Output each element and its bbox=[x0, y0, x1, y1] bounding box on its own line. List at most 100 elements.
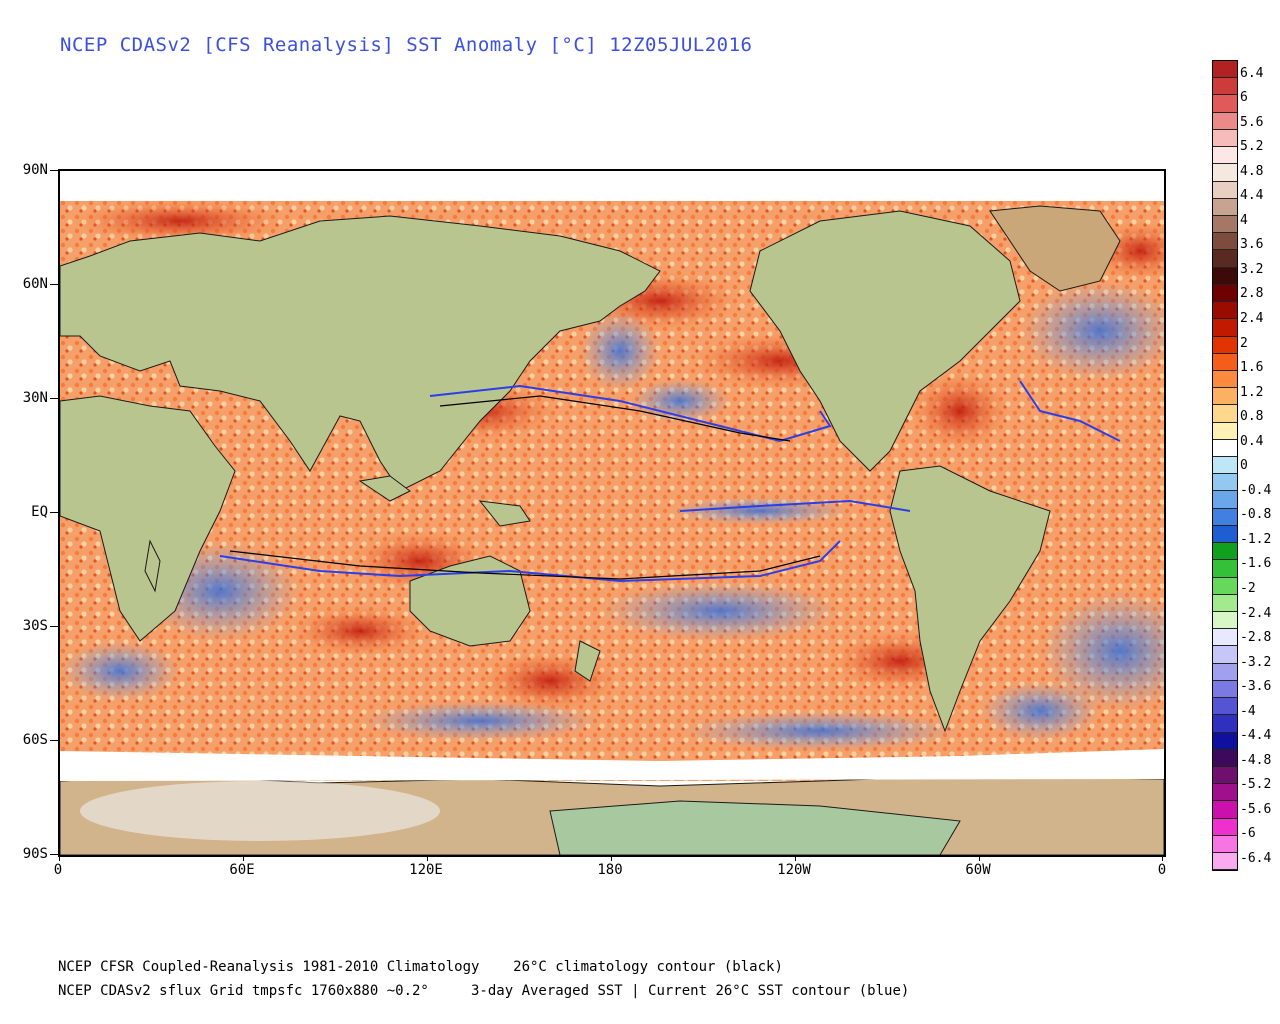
north-america-landmass bbox=[749, 210, 1021, 472]
colorbar-swatch bbox=[1213, 439, 1237, 458]
colorbar-label: 6 bbox=[1240, 90, 1248, 106]
south-america-landmass bbox=[889, 465, 1051, 733]
colorbar-label: 4 bbox=[1240, 212, 1248, 228]
colorbar-label: 4.8 bbox=[1240, 163, 1264, 179]
colorbar-swatch bbox=[1213, 284, 1237, 303]
y-tick bbox=[50, 740, 58, 741]
colorbar-swatch bbox=[1213, 164, 1237, 182]
colorbar-swatch bbox=[1213, 646, 1237, 664]
colorbar-label: -6 bbox=[1240, 826, 1256, 842]
colorbar-label: -3.2 bbox=[1240, 654, 1272, 670]
colorbar-swatch bbox=[1213, 474, 1237, 492]
colorbar-swatch bbox=[1213, 61, 1237, 79]
colorbar-swatch bbox=[1213, 319, 1237, 337]
madagascar-island bbox=[144, 539, 161, 593]
colorbar-swatch bbox=[1213, 680, 1237, 699]
colorbar-swatch bbox=[1213, 612, 1237, 630]
colorbar-label: 4.4 bbox=[1240, 188, 1264, 204]
colorbar-label: -4 bbox=[1240, 703, 1256, 719]
colorbar-swatch bbox=[1213, 749, 1237, 767]
y-label-30s: 30S bbox=[22, 618, 48, 634]
colorbar-swatch bbox=[1213, 112, 1237, 130]
colorbar-swatch bbox=[1213, 698, 1237, 716]
x-tick bbox=[795, 855, 796, 861]
x-tick bbox=[979, 855, 980, 861]
colorbar-label: -0.4 bbox=[1240, 482, 1272, 498]
colorbar-label: 2.8 bbox=[1240, 286, 1264, 302]
y-label-60n: 60N bbox=[22, 276, 48, 292]
antarctica-ice bbox=[80, 781, 440, 841]
colorbar-swatch bbox=[1213, 525, 1237, 544]
x-label-60e: 60E bbox=[229, 862, 255, 878]
sea-ice-gap bbox=[60, 749, 1164, 781]
colorbar-label: -2.8 bbox=[1240, 630, 1272, 646]
x-label-120w: 120W bbox=[777, 862, 811, 878]
colorbar-swatch bbox=[1213, 233, 1237, 251]
colorbar-swatch bbox=[1213, 715, 1237, 733]
colorbar-swatch bbox=[1213, 663, 1237, 681]
colorbar-swatch bbox=[1213, 491, 1237, 509]
colorbar-swatch bbox=[1213, 732, 1237, 750]
colorbar-label: 2.4 bbox=[1240, 310, 1264, 326]
colorbar-swatch bbox=[1213, 835, 1237, 854]
x-label-60w: 60W bbox=[965, 862, 991, 878]
climatology-26c-contour-south bbox=[229, 550, 821, 580]
colorbar-swatch bbox=[1213, 181, 1237, 199]
colorbar-label: 5.2 bbox=[1240, 139, 1264, 155]
colorbar-label: 6.4 bbox=[1240, 65, 1264, 81]
colorbar-label: -3.6 bbox=[1240, 679, 1272, 695]
footer-line-1: NCEP CFSR Coupled-Reanalysis 1981-2010 C… bbox=[58, 959, 783, 975]
colorbar-swatch bbox=[1213, 457, 1237, 475]
climatology-26c-contour-north bbox=[439, 395, 791, 442]
colorbar-swatch bbox=[1213, 250, 1237, 268]
colorbar-swatch bbox=[1213, 267, 1237, 285]
colorbar-label: 0 bbox=[1240, 458, 1248, 474]
x-tick bbox=[427, 855, 428, 861]
land bbox=[60, 205, 1121, 733]
colorbar-swatch bbox=[1213, 95, 1237, 113]
colorbar-swatch bbox=[1213, 801, 1237, 819]
current-26c-contour-south bbox=[219, 540, 841, 583]
colorbar-swatch bbox=[1213, 336, 1237, 354]
y-label-90n: 90N bbox=[22, 162, 48, 178]
colorbar-label: 5.6 bbox=[1240, 114, 1264, 130]
colorbar-swatch bbox=[1213, 215, 1237, 234]
eurasia-landmass bbox=[60, 215, 661, 492]
footer-line-2: NCEP CDASv2 sflux Grid tmpsfc 1760x880 ~… bbox=[58, 983, 910, 999]
current-26c-contour-equator bbox=[679, 499, 911, 512]
colorbar-swatch bbox=[1213, 198, 1237, 216]
y-tick bbox=[50, 398, 58, 399]
y-label-60s: 60S bbox=[22, 732, 48, 748]
colorbar-swatch bbox=[1213, 629, 1237, 647]
sst-anomaly-map bbox=[58, 169, 1166, 857]
colorbar-swatch bbox=[1213, 818, 1237, 836]
colorbar-swatch bbox=[1213, 78, 1237, 96]
colorbar-label: -1.2 bbox=[1240, 531, 1272, 547]
colorbar-swatch bbox=[1213, 560, 1237, 578]
colorbar-label: 3.6 bbox=[1240, 237, 1264, 253]
y-tick bbox=[50, 170, 58, 171]
colorbar-swatch bbox=[1213, 388, 1237, 406]
colorbar-label: 3.2 bbox=[1240, 261, 1264, 277]
x-tick bbox=[1162, 855, 1163, 861]
colorbar-swatch bbox=[1213, 508, 1237, 526]
y-label-90s: 90S bbox=[22, 846, 48, 862]
anomaly-blobs bbox=[60, 199, 1164, 751]
map-canvas bbox=[60, 199, 1164, 855]
colorbar-swatch bbox=[1213, 543, 1237, 561]
colorbar-swatch bbox=[1213, 594, 1237, 612]
footer-notes: NCEP CFSR Coupled-Reanalysis 1981-2010 C… bbox=[58, 955, 909, 1003]
y-tick bbox=[50, 854, 58, 855]
y-label-30n: 30N bbox=[22, 390, 48, 406]
colorbar-swatch bbox=[1213, 784, 1237, 802]
sst-contours bbox=[219, 380, 1121, 583]
africa-landmass bbox=[60, 395, 236, 642]
x-label-0: 0 bbox=[53, 862, 63, 878]
colorbar-swatch bbox=[1213, 577, 1237, 595]
y-tick bbox=[50, 512, 58, 513]
australia-landmass bbox=[409, 555, 531, 647]
colorbar-label: -2 bbox=[1240, 580, 1256, 596]
colorbar-label: 0.8 bbox=[1240, 409, 1264, 425]
x-tick bbox=[59, 855, 60, 861]
colorbar-swatch bbox=[1213, 766, 1237, 785]
